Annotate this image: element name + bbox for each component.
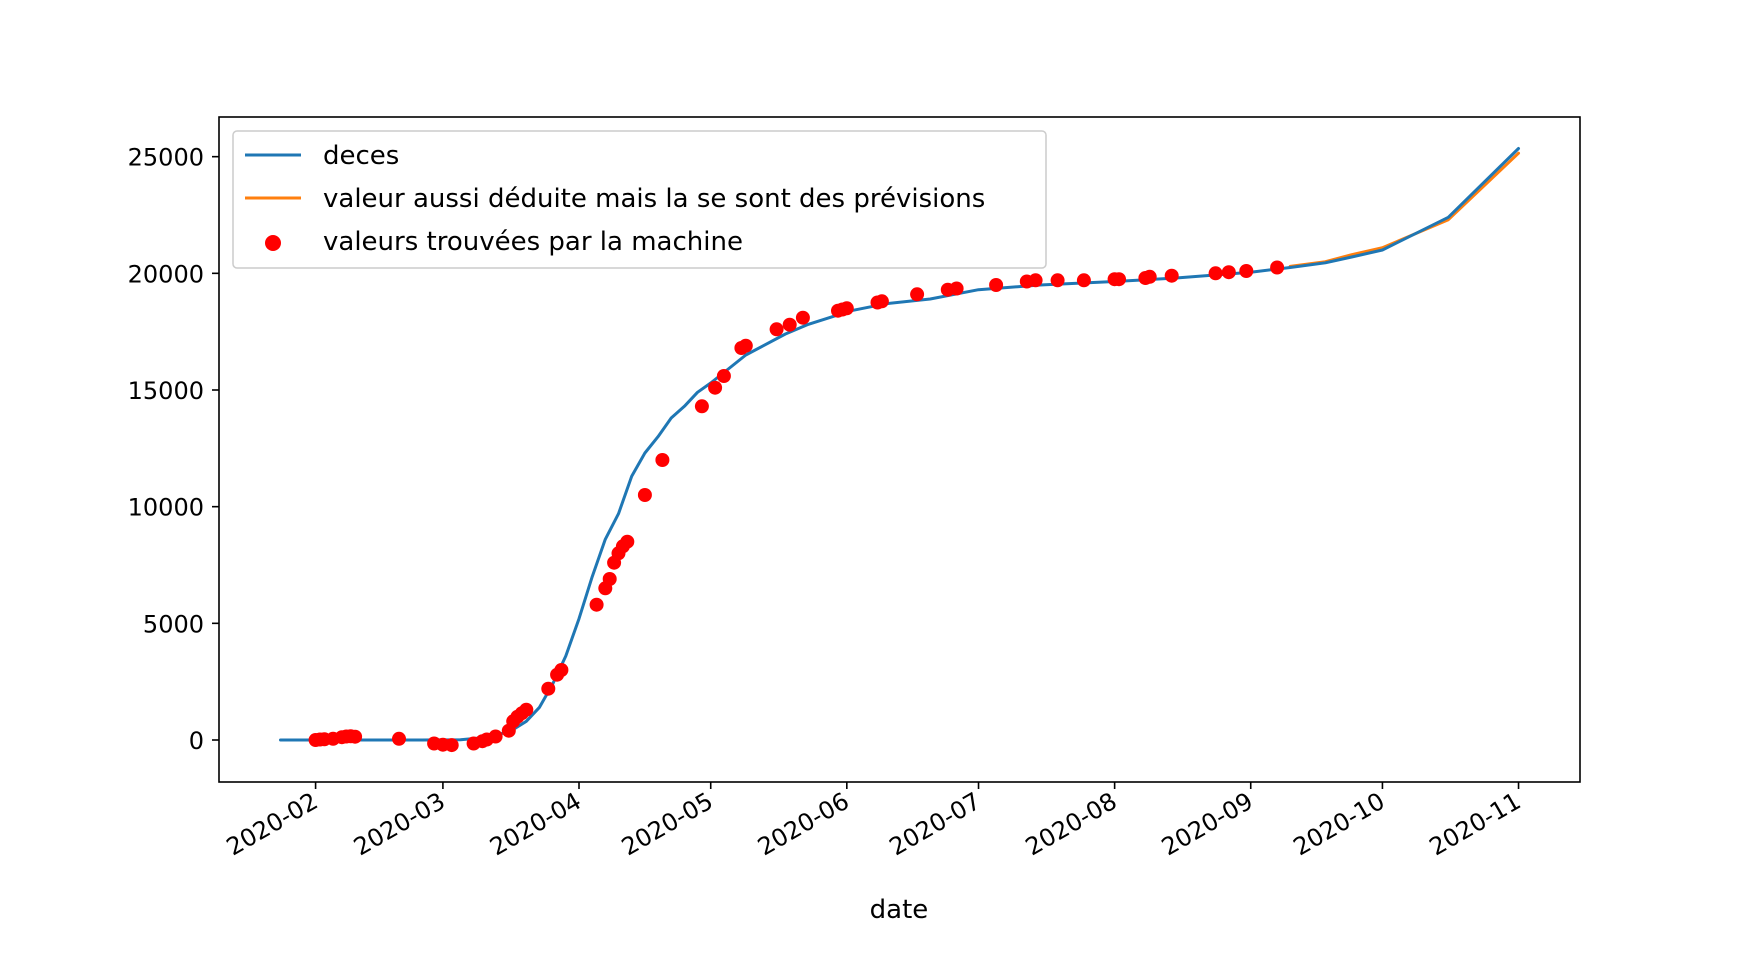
scatter-point bbox=[989, 278, 1004, 292]
scatter-point bbox=[1112, 272, 1126, 287]
scatter-point bbox=[554, 663, 569, 677]
scatter-point bbox=[488, 729, 503, 744]
scatter-point bbox=[589, 597, 604, 612]
scatter-point bbox=[910, 287, 925, 302]
legend: deces valeur aussi déduite mais la se son… bbox=[232, 130, 1047, 269]
scatter-point bbox=[1239, 264, 1254, 278]
scatter-point bbox=[620, 534, 635, 549]
scatter-point bbox=[392, 731, 406, 746]
y-tick-label: 0 bbox=[189, 727, 204, 755]
scatter-point bbox=[839, 301, 854, 316]
scatter-point bbox=[637, 488, 652, 502]
y-tick-label: 10000 bbox=[128, 494, 204, 522]
scatter-point bbox=[795, 310, 810, 325]
scatter-point bbox=[541, 681, 556, 696]
scatter-point bbox=[348, 729, 363, 744]
scatter-point bbox=[1028, 273, 1043, 288]
y-tick-label: 20000 bbox=[128, 260, 204, 288]
scatter-point bbox=[949, 281, 964, 296]
x-axis-label: date bbox=[870, 895, 929, 925]
scatter-point bbox=[782, 317, 797, 332]
series-layer bbox=[279, 147, 1520, 753]
scatter-point bbox=[769, 322, 784, 337]
series-line-deces bbox=[279, 147, 1520, 742]
y-tick-label: 25000 bbox=[128, 144, 204, 172]
legend-swatch-marker bbox=[265, 235, 281, 251]
scatter-point bbox=[444, 738, 459, 753]
scatter-point bbox=[1208, 266, 1223, 281]
scatter-point bbox=[1221, 265, 1236, 280]
plot-frame bbox=[218, 116, 1581, 783]
scatter-point bbox=[1076, 273, 1091, 288]
y-tick-label: 5000 bbox=[143, 610, 204, 638]
scatter-point bbox=[708, 380, 723, 395]
y-axis: 0 5000 10000 15000 20000 25000 bbox=[128, 144, 219, 755]
scatter-point bbox=[1050, 273, 1065, 288]
legend-box bbox=[232, 130, 1047, 269]
legend-label: deces bbox=[323, 141, 399, 171]
scatter-point bbox=[716, 369, 731, 383]
scatter-point bbox=[602, 572, 617, 586]
y-tick-label: 15000 bbox=[128, 377, 204, 405]
scatter-point bbox=[655, 453, 670, 467]
scatter-point bbox=[1270, 260, 1285, 275]
scatter-point bbox=[738, 338, 753, 353]
scatter-point bbox=[1164, 268, 1179, 283]
scatter-point bbox=[1142, 269, 1157, 284]
legend-label: valeur aussi déduite mais la se sont des… bbox=[323, 184, 985, 214]
scatter-point bbox=[874, 294, 889, 309]
scatter-point bbox=[694, 399, 709, 414]
scatter-point bbox=[519, 702, 534, 717]
legend-label: valeurs trouvées par la machine bbox=[323, 227, 743, 257]
